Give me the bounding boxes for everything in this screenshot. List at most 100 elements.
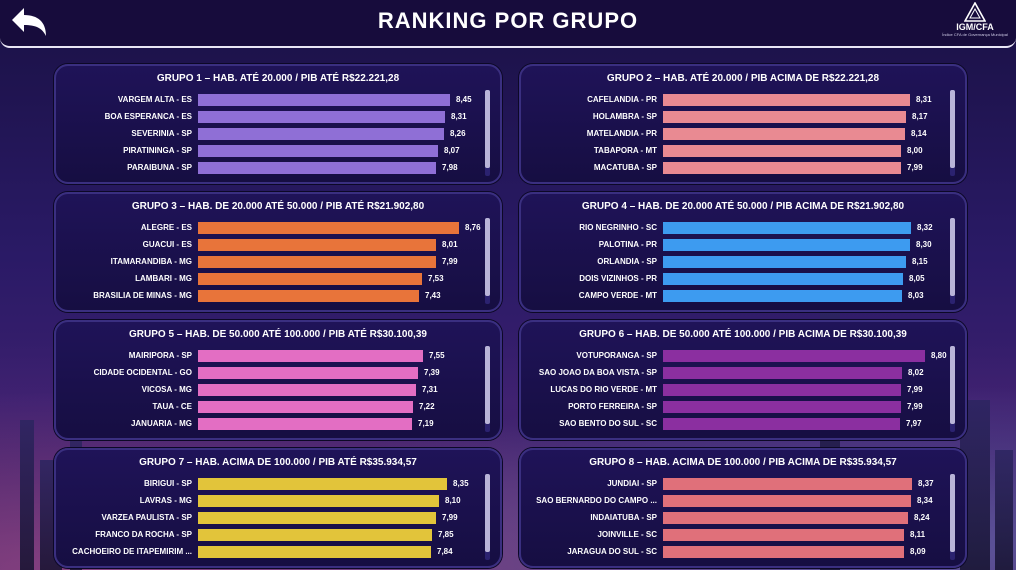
ranking-row[interactable]: SAO BERNARDO DO CAMPO ... 8,34 [521,495,961,507]
ranking-row[interactable]: SAO JOAO DA BOA VISTA - SP 8,02 [521,367,961,379]
ranking-row[interactable]: JARAGUA DO SUL - SC 8,09 [521,546,961,558]
score-bar[interactable] [198,418,412,430]
ranking-row[interactable]: MATELANDIA - PR 8,14 [521,128,961,140]
municipality-label: LUCAS DO RIO VERDE - MT [550,385,657,394]
ranking-row[interactable]: MACATUBA - SP 7,99 [521,162,961,174]
score-bar[interactable] [663,290,902,302]
card-scrollbar[interactable] [950,346,955,432]
scrollbar-thumb[interactable] [950,218,955,296]
ranking-row[interactable]: INDAIATUBA - SP 8,24 [521,512,961,524]
ranking-row[interactable]: ALEGRE - ES 8,76 [56,222,496,234]
ranking-row[interactable]: JUNDIAI - SP 8,37 [521,478,961,490]
ranking-row[interactable]: MAIRIPORA - SP 7,55 [56,350,496,362]
scrollbar-thumb[interactable] [485,90,490,168]
scrollbar-thumb[interactable] [950,346,955,424]
ranking-row[interactable]: BOA ESPERANCA - ES 8,31 [56,111,496,123]
score-bar[interactable] [198,256,436,268]
score-bar[interactable] [198,478,447,490]
ranking-row[interactable]: LAVRAS - MG 8,10 [56,495,496,507]
scrollbar-thumb[interactable] [950,474,955,552]
ranking-row[interactable]: VARGEM ALTA - ES 8,45 [56,94,496,106]
ranking-row[interactable]: SAO BENTO DO SUL - SC 7,97 [521,418,961,430]
ranking-row[interactable]: RIO NEGRINHO - SC 8,32 [521,222,961,234]
score-bar[interactable] [198,222,459,234]
score-bar[interactable] [198,145,438,157]
ranking-row[interactable]: BRASILIA DE MINAS - MG 7,43 [56,290,496,302]
score-value: 7,97 [906,419,922,428]
back-arrow-icon[interactable] [6,4,50,40]
score-bar[interactable] [198,529,432,541]
score-bar[interactable] [198,546,431,558]
score-bar[interactable] [198,273,422,285]
score-bar[interactable] [663,495,911,507]
card-scrollbar[interactable] [950,90,955,176]
score-bar[interactable] [198,128,444,140]
score-bar[interactable] [663,145,901,157]
ranking-row[interactable]: PIRATININGA - SP 8,07 [56,145,496,157]
score-bar[interactable] [663,401,901,413]
score-bar[interactable] [663,546,904,558]
ranking-row[interactable]: PARAIBUNA - SP 7,98 [56,162,496,174]
score-bar[interactable] [198,290,419,302]
card-scrollbar[interactable] [485,218,490,304]
ranking-row[interactable]: DOIS VIZINHOS - PR 8,05 [521,273,961,285]
card-scrollbar[interactable] [485,346,490,432]
score-bar[interactable] [663,384,901,396]
score-bar[interactable] [198,350,423,362]
score-bar[interactable] [663,367,902,379]
ranking-row[interactable]: PORTO FERREIRA - SP 7,99 [521,401,961,413]
score-bar[interactable] [663,273,903,285]
score-bar[interactable] [663,239,910,251]
score-bar[interactable] [198,495,439,507]
ranking-row[interactable]: TAUA - CE 7,22 [56,401,496,413]
score-bar[interactable] [198,384,416,396]
ranking-row[interactable]: VOTUPORANGA - SP 8,80 [521,350,961,362]
ranking-row[interactable]: CAMPO VERDE - MT 8,03 [521,290,961,302]
score-bar[interactable] [663,478,912,490]
card-scrollbar[interactable] [950,218,955,304]
scrollbar-thumb[interactable] [485,218,490,296]
score-bar[interactable] [663,94,910,106]
scrollbar-thumb[interactable] [485,346,490,424]
score-bar[interactable] [198,367,418,379]
score-bar[interactable] [198,239,436,251]
ranking-row[interactable]: ITAMARANDIBA - MG 7,99 [56,256,496,268]
card-scrollbar[interactable] [485,90,490,176]
score-bar[interactable] [198,401,413,413]
municipality-label: TABAPORA - MT [593,146,657,155]
score-bar[interactable] [663,512,908,524]
score-bar[interactable] [663,418,900,430]
score-bar[interactable] [663,111,906,123]
ranking-row[interactable]: FRANCO DA ROCHA - SP 7,85 [56,529,496,541]
ranking-row[interactable]: CAFELANDIA - PR 8,31 [521,94,961,106]
score-bar[interactable] [663,162,901,174]
score-bar[interactable] [663,529,904,541]
score-bar[interactable] [663,222,911,234]
ranking-row[interactable]: JANUARIA - MG 7,19 [56,418,496,430]
ranking-row[interactable]: CACHOEIRO DE ITAPEMIRIM ... 7,84 [56,546,496,558]
score-bar[interactable] [198,111,445,123]
card-scrollbar[interactable] [950,474,955,560]
score-bar[interactable] [663,128,905,140]
ranking-row[interactable]: GUACUI - ES 8,01 [56,239,496,251]
ranking-row[interactable]: VICOSA - MG 7,31 [56,384,496,396]
ranking-row[interactable]: SEVERINIA - SP 8,26 [56,128,496,140]
score-bar[interactable] [663,256,906,268]
card-scrollbar[interactable] [485,474,490,560]
score-bar[interactable] [198,162,436,174]
ranking-row[interactable]: TABAPORA - MT 8,00 [521,145,961,157]
score-bar[interactable] [198,94,450,106]
ranking-row[interactable]: PALOTINA - PR 8,30 [521,239,961,251]
ranking-row[interactable]: LUCAS DO RIO VERDE - MT 7,99 [521,384,961,396]
ranking-row[interactable]: JOINVILLE - SC 8,11 [521,529,961,541]
scrollbar-thumb[interactable] [485,474,490,552]
ranking-row[interactable]: CIDADE OCIDENTAL - GO 7,39 [56,367,496,379]
score-bar[interactable] [198,512,436,524]
ranking-row[interactable]: HOLAMBRA - SP 8,17 [521,111,961,123]
ranking-row[interactable]: ORLANDIA - SP 8,15 [521,256,961,268]
ranking-row[interactable]: BIRIGUI - SP 8,35 [56,478,496,490]
ranking-row[interactable]: VARZEA PAULISTA - SP 7,99 [56,512,496,524]
scrollbar-thumb[interactable] [950,90,955,168]
ranking-row[interactable]: LAMBARI - MG 7,53 [56,273,496,285]
score-bar[interactable] [663,350,925,362]
